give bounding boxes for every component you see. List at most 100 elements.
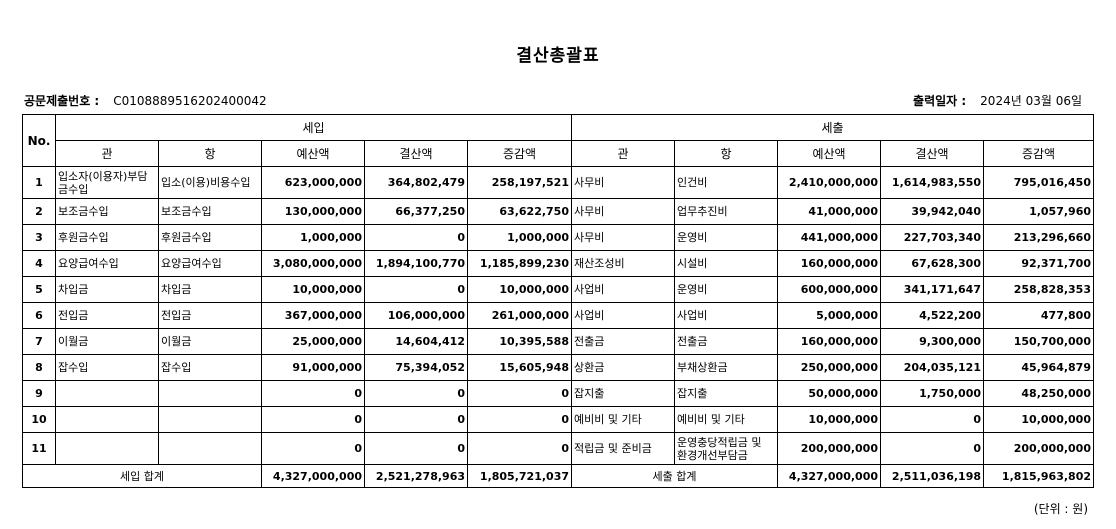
document-number-label: 공문제출번호 :	[24, 94, 100, 108]
unit-note: (단위 : 원)	[1033, 502, 1088, 516]
income-diff-cell: 261,000,000	[467, 302, 572, 329]
row-number-cell: 4	[22, 250, 56, 277]
income-diff-cell: 0	[467, 406, 572, 433]
income-settle-cell: 106,000,000	[364, 302, 468, 329]
expense-diff-cell: 45,964,879	[983, 354, 1094, 381]
print-date-label: 출력일자 :	[913, 94, 967, 108]
table-row: 7 이월금 이월금 25,000,000 14,604,412 10,395,588 전출금…	[22, 328, 1094, 355]
income-hang-cell: 차입금	[158, 276, 262, 303]
settlement-summary-table: No. 세입 세출 관 항 예산액 결산액 증감액 관 항 예산액 결산액 증감…	[22, 114, 1094, 488]
expense-settle-cell: 0	[880, 406, 984, 433]
table-row: 11 0 0 0 적립금 및 준비금 운영충당적립금 및 환경개선부담금 200,000,0…	[22, 432, 1094, 465]
income-budget-cell: 1,000,000	[261, 224, 365, 251]
expense-gwan-cell: 전출금	[571, 328, 675, 355]
income-hang-cell	[158, 380, 262, 407]
expense-diff-header: 증감액	[983, 140, 1094, 167]
row-number-cell: 10	[22, 406, 56, 433]
income-hang-cell: 요양급여수입	[158, 250, 262, 277]
document-number: 공문제출번호 : C0108889516202400042	[24, 92, 267, 109]
income-budget-header: 예산액	[261, 140, 365, 167]
table-row: 6 전입금 전입금 367,000,000 106,000,000 261,000,000…	[22, 302, 1094, 329]
income-diff-cell: 0	[467, 432, 572, 465]
expense-settle-cell: 227,703,340	[880, 224, 984, 251]
income-budget-cell: 10,000,000	[261, 276, 365, 303]
income-gwan-cell: 입소자(이용자)부담금수입	[55, 166, 159, 199]
income-hang-cell	[158, 432, 262, 465]
expense-settle-cell: 39,942,040	[880, 198, 984, 225]
income-budget-cell: 91,000,000	[261, 354, 365, 381]
print-date-value: 2024년 03월 06일	[980, 94, 1082, 108]
expense-budget-cell: 441,000,000	[777, 224, 881, 251]
row-number-cell: 9	[22, 380, 56, 407]
table-row: 4 요양급여수입 요양급여수입 3,080,000,000 1,894,100,770 1…	[22, 250, 1094, 277]
expense-hang-cell: 운영비	[674, 224, 778, 251]
income-budget-cell: 0	[261, 406, 365, 433]
expense-budget-cell: 160,000,000	[777, 328, 881, 355]
income-settle-cell: 1,894,100,770	[364, 250, 468, 277]
expense-gwan-cell: 사무비	[571, 224, 675, 251]
expense-hang-cell: 전출금	[674, 328, 778, 355]
expense-hang-cell: 업무추진비	[674, 198, 778, 225]
income-hang-cell: 입소(이용)비용수입	[158, 166, 262, 199]
income-settle-cell: 14,604,412	[364, 328, 468, 355]
income-settle-cell: 66,377,250	[364, 198, 468, 225]
expense-total-label: 세출 합계	[571, 464, 778, 488]
income-gwan-cell: 보조금수입	[55, 198, 159, 225]
row-number-cell: 5	[22, 276, 56, 303]
print-date: 출력일자 : 2024년 03월 06일	[913, 92, 1082, 109]
expense-diff-cell: 48,250,000	[983, 380, 1094, 407]
income-settle-cell: 0	[364, 406, 468, 433]
expense-diff-cell: 92,371,700	[983, 250, 1094, 277]
document-number-value: C0108889516202400042	[113, 94, 267, 108]
expense-gwan-cell: 사무비	[571, 198, 675, 225]
expense-settle-cell: 1,750,000	[880, 380, 984, 407]
income-budget-cell: 130,000,000	[261, 198, 365, 225]
expense-diff-cell: 150,700,000	[983, 328, 1094, 355]
row-number-cell: 2	[22, 198, 56, 225]
income-gwan-cell: 이월금	[55, 328, 159, 355]
expense-hang-cell: 부채상환금	[674, 354, 778, 381]
expense-diff-cell: 1,057,960	[983, 198, 1094, 225]
no-header: No.	[22, 114, 56, 167]
table-row: 10 0 0 0 예비비 및 기타 예비비 및 기타 10,000,000 0 10,000,0…	[22, 406, 1094, 433]
expense-budget-cell: 250,000,000	[777, 354, 881, 381]
expense-budget-cell: 5,000,000	[777, 302, 881, 329]
income-settle-cell: 0	[364, 432, 468, 465]
expense-settle-cell: 341,171,647	[880, 276, 984, 303]
expense-gwan-cell: 재산조성비	[571, 250, 675, 277]
expense-settle-cell: 0	[880, 432, 984, 465]
expense-hang-cell: 시설비	[674, 250, 778, 277]
table-row: 1 입소자(이용자)부담금수입 입소(이용)비용수입 623,000,000 364,8…	[22, 166, 1094, 199]
income-diff-cell: 15,605,948	[467, 354, 572, 381]
expense-settle-header: 결산액	[880, 140, 984, 167]
expense-diff-cell: 213,296,660	[983, 224, 1094, 251]
income-gwan-cell	[55, 406, 159, 433]
expense-hang-cell: 인건비	[674, 166, 778, 199]
expense-budget-header: 예산액	[777, 140, 881, 167]
income-budget-cell: 0	[261, 380, 365, 407]
table-row: 8 잡수입 잡수입 91,000,000 75,394,052 15,605,948 상환금…	[22, 354, 1094, 381]
expense-budget-cell: 2,410,000,000	[777, 166, 881, 199]
expense-budget-cell: 600,000,000	[777, 276, 881, 303]
income-settle-cell: 0	[364, 276, 468, 303]
expense-hang-cell: 운영비	[674, 276, 778, 303]
income-gwan-cell: 후원금수입	[55, 224, 159, 251]
income-diff-cell: 1,000,000	[467, 224, 572, 251]
expense-header: 세출	[571, 114, 1094, 141]
expense-hang-cell: 사업비	[674, 302, 778, 329]
income-hang-cell	[158, 406, 262, 433]
expense-gwan-cell: 적립금 및 준비금	[571, 432, 675, 465]
expense-gwan-cell: 예비비 및 기타	[571, 406, 675, 433]
page-title: 결산총괄표	[516, 46, 600, 66]
income-gwan-header: 관	[55, 140, 159, 167]
income-hang-cell: 이월금	[158, 328, 262, 355]
income-gwan-cell: 요양급여수입	[55, 250, 159, 277]
row-number-cell: 7	[22, 328, 56, 355]
income-hang-cell: 잡수입	[158, 354, 262, 381]
expense-diff-cell: 258,828,353	[983, 276, 1094, 303]
expense-settle-cell: 204,035,121	[880, 354, 984, 381]
income-total-budget: 4,327,000,000	[261, 464, 365, 488]
table-row: 3 후원금수입 후원금수입 1,000,000 0 1,000,000 사무비 운영비 441,…	[22, 224, 1094, 251]
expense-settle-cell: 67,628,300	[880, 250, 984, 277]
expense-gwan-cell: 사무비	[571, 166, 675, 199]
